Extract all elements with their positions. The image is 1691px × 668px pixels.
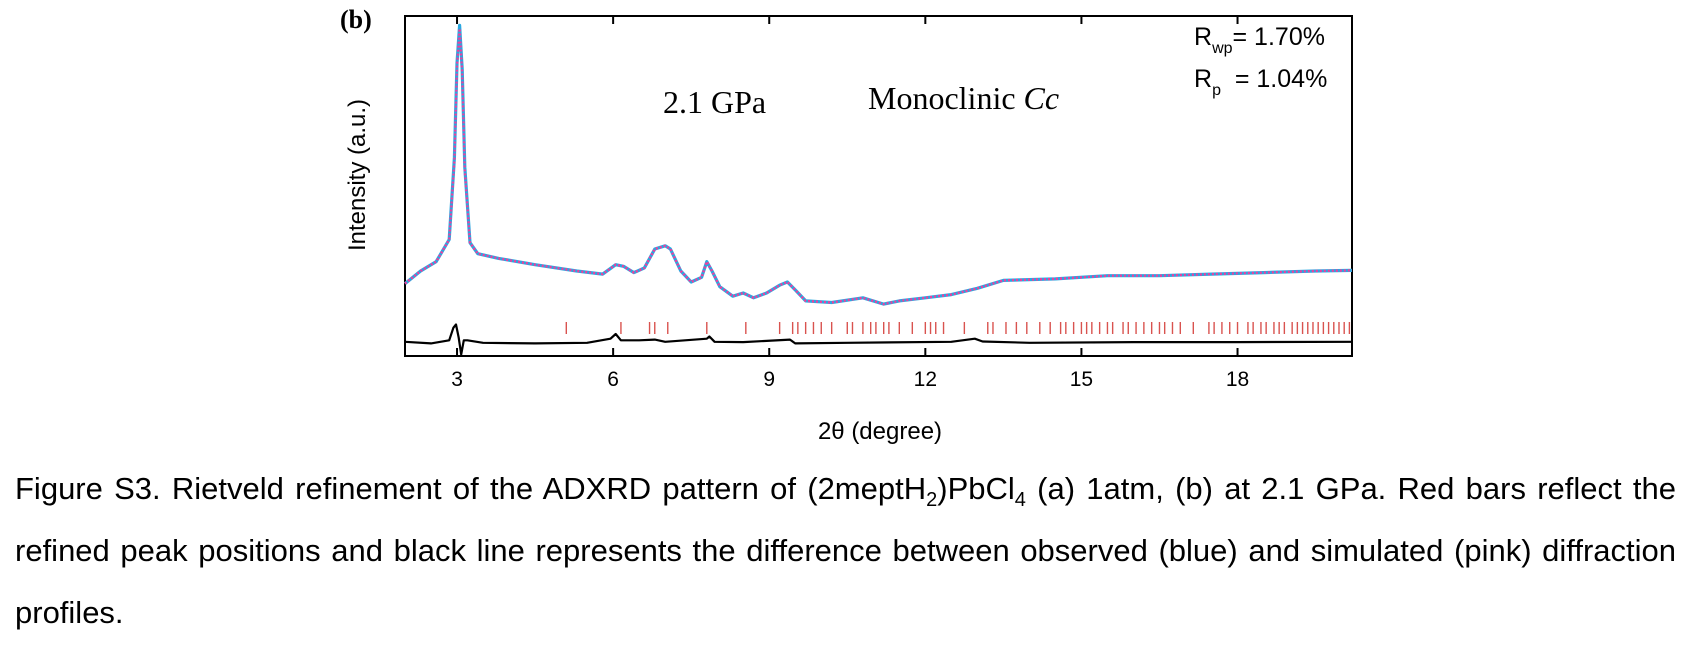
rwp-value: = 1.70% xyxy=(1233,23,1325,51)
x-tick-label: 18 xyxy=(1226,368,1249,391)
x-tick-label: 12 xyxy=(914,368,937,391)
rp-stat: Rp = 1.04% xyxy=(1194,65,1327,99)
series-line-simulated xyxy=(404,27,1353,306)
x-axis-ticks: 3 6 9 12 15 18 xyxy=(451,16,1249,391)
phase-annotation: Monoclinic Cc xyxy=(868,80,1059,116)
x-axis-label: 2θ (degree) xyxy=(818,418,942,445)
rp-prefix: R xyxy=(1194,65,1212,93)
rwp-stat: Rwp= 1.70% xyxy=(1194,23,1325,57)
phase-group: Cc xyxy=(1024,80,1060,116)
y-axis-label: Intensity (a.u.) xyxy=(344,99,371,251)
x-tick-label: 3 xyxy=(451,368,463,391)
panel-label: (b) xyxy=(340,5,372,34)
x-tick-label: 6 xyxy=(607,368,619,391)
x-tick-label: 15 xyxy=(1070,368,1093,391)
pressure-annotation: 2.1 GPa xyxy=(663,84,766,120)
series-line-observed xyxy=(403,23,1353,306)
caption-sub-2: 4 xyxy=(1014,489,1026,512)
phase-prefix: Monoclinic xyxy=(868,80,1024,116)
rp-value: = 1.04% xyxy=(1221,65,1327,93)
caption-sub-1: 2 xyxy=(926,489,938,512)
chart-marks xyxy=(403,23,1353,356)
caption-part-1: Figure S3. Rietveld refinement of the AD… xyxy=(15,471,927,506)
figure-caption: Figure S3. Rietveld refinement of the AD… xyxy=(15,458,1676,644)
series-line-difference xyxy=(404,323,1353,356)
caption-part-3: (a) 1atm, (b) at 2.1 GPa. Red bars refle… xyxy=(15,471,1676,630)
xrd-plot: 3 6 9 12 15 18 (b) 2θ (degree) Intensity (a.u… xyxy=(340,5,1353,445)
rp-subscript: p xyxy=(1212,82,1221,99)
plot-frame xyxy=(404,15,1353,357)
rwp-prefix: R xyxy=(1194,23,1212,51)
caption-part-2: )PbCl xyxy=(937,471,1015,506)
rwp-subscript: wp xyxy=(1211,40,1233,57)
x-tick-label: 9 xyxy=(763,368,775,391)
